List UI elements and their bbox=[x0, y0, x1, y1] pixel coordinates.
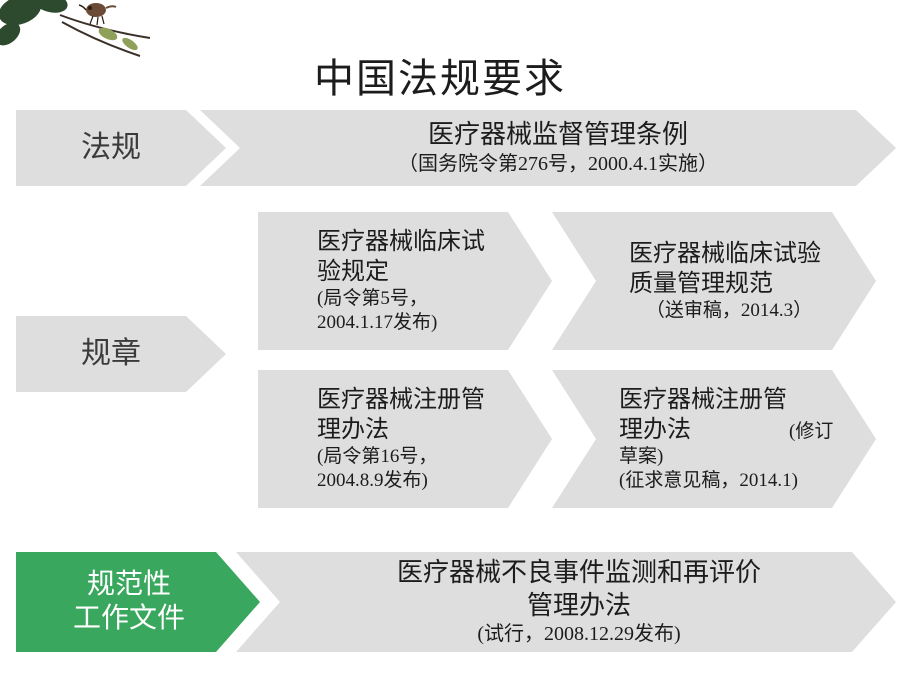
row2-bl-sub1: (局令第16号， bbox=[317, 445, 487, 469]
row3-label-line2: 工作文件 bbox=[73, 602, 185, 636]
row2-tr-heading-text: 医疗器械临床试验质量管理规范 bbox=[629, 239, 829, 299]
row2-br-heading: 医疗器械注册管理办法(修订草案) bbox=[619, 385, 839, 469]
row2-bl-sub2: 2004.8.9发布) bbox=[317, 469, 487, 493]
row3-body-chevron: 医疗器械不良事件监测和再评价管理办法 (试行，2008.12.29发布) bbox=[236, 552, 896, 652]
row3-sub: (试行，2008.12.29发布) bbox=[389, 622, 769, 647]
row2-br-heading-text: 医疗器械注册管理办法 bbox=[619, 385, 789, 445]
row3-label-chevron: 规范性 工作文件 bbox=[16, 552, 260, 652]
row2-br-sub: (征求意见稿，2014.1) bbox=[619, 469, 839, 493]
row2-bl-heading: 医疗器械注册管理办法 bbox=[317, 385, 487, 445]
row2-bottom-right-chevron: 医疗器械注册管理办法(修订草案) (征求意见稿，2014.1) bbox=[552, 370, 876, 508]
row2-top-left-chevron: 医疗器械临床试验规定 (局令第5号， 2004.1.17发布) bbox=[258, 212, 552, 350]
page-title: 中国法规要求 bbox=[0, 46, 880, 104]
row3-label-line1: 规范性 bbox=[73, 568, 185, 602]
row3-heading: 医疗器械不良事件监测和再评价管理办法 bbox=[389, 557, 769, 622]
row2-bl-heading-text: 医疗器械注册管理办法 bbox=[317, 385, 487, 445]
row2-label: 规章 bbox=[81, 335, 141, 373]
row2-tr-sub: （送审稿，2014.3） bbox=[629, 299, 829, 323]
row3-heading-text: 医疗器械不良事件监测和再评价管理办法 bbox=[389, 557, 769, 622]
row2-tl-sub1: (局令第5号， bbox=[317, 287, 487, 311]
row1-label-chevron: 法规 bbox=[16, 110, 226, 186]
row1-heading: 医疗器械监督管理条例 bbox=[398, 119, 718, 152]
row1-body-chevron: 医疗器械监督管理条例 （国务院令第276号，2000.4.1实施） bbox=[200, 110, 896, 186]
row2-tl-heading-text: 医疗器械临床试验规定 bbox=[317, 227, 487, 287]
row1-label: 法规 bbox=[81, 129, 141, 167]
row2-tl-sub2: 2004.1.17发布) bbox=[317, 311, 487, 335]
row2-label-chevron: 规章 bbox=[16, 316, 226, 392]
row2-top-right-chevron: 医疗器械临床试验质量管理规范 （送审稿，2014.3） bbox=[552, 212, 876, 350]
row1-sub: （国务院令第276号，2000.4.1实施） bbox=[398, 152, 718, 177]
row2-bottom-left-chevron: 医疗器械注册管理办法 (局令第16号， 2004.8.9发布) bbox=[258, 370, 552, 508]
row2-tl-heading: 医疗器械临床试验规定 bbox=[317, 227, 487, 287]
row2-tr-heading: 医疗器械临床试验质量管理规范 bbox=[629, 239, 829, 299]
